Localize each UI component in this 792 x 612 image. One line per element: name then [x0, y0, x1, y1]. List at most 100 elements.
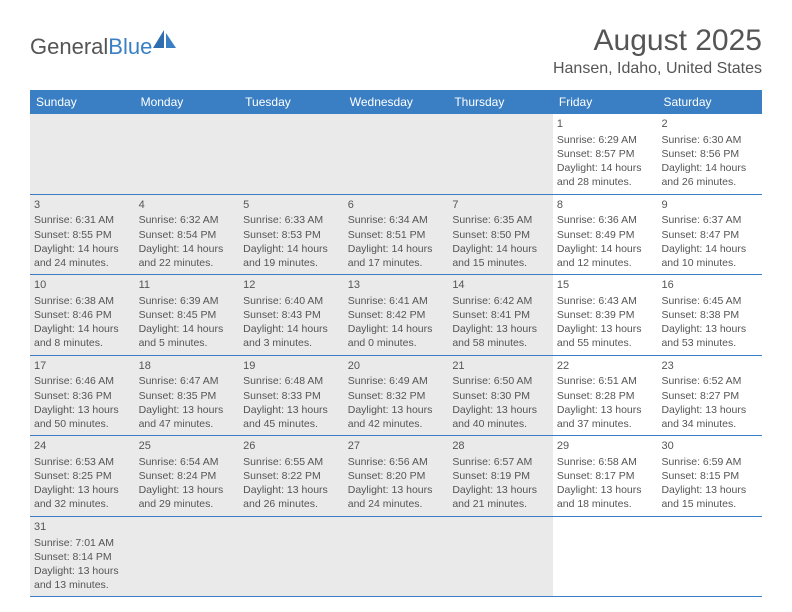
- daylight1-text: Daylight: 14 hours: [452, 242, 549, 256]
- daylight2-text: and 15 minutes.: [661, 497, 758, 511]
- day-number: 24: [34, 439, 131, 454]
- sunrise-text: Sunrise: 6:55 AM: [243, 455, 340, 469]
- daylight1-text: Daylight: 13 hours: [348, 483, 445, 497]
- sunrise-text: Sunrise: 6:43 AM: [557, 294, 654, 308]
- day-cell: [344, 517, 449, 597]
- sunset-text: Sunset: 8:53 PM: [243, 228, 340, 242]
- sunset-text: Sunset: 8:14 PM: [34, 550, 131, 564]
- day-number: 19: [243, 359, 340, 374]
- day-cell: [135, 517, 240, 597]
- sunset-text: Sunset: 8:41 PM: [452, 308, 549, 322]
- sunrise-text: Sunrise: 6:59 AM: [661, 455, 758, 469]
- day-header-cell: Wednesday: [344, 90, 449, 114]
- daylight1-text: Daylight: 14 hours: [34, 242, 131, 256]
- sunrise-text: Sunrise: 6:36 AM: [557, 213, 654, 227]
- daylight1-text: Daylight: 13 hours: [557, 403, 654, 417]
- daylight1-text: Daylight: 13 hours: [557, 322, 654, 336]
- daylight1-text: Daylight: 14 hours: [661, 242, 758, 256]
- day-number: 18: [139, 359, 236, 374]
- day-number: 22: [557, 359, 654, 374]
- sunset-text: Sunset: 8:24 PM: [139, 469, 236, 483]
- day-cell: 15Sunrise: 6:43 AMSunset: 8:39 PMDayligh…: [553, 275, 658, 355]
- day-cell: 4Sunrise: 6:32 AMSunset: 8:54 PMDaylight…: [135, 195, 240, 275]
- daylight1-text: Daylight: 14 hours: [348, 242, 445, 256]
- daylight1-text: Daylight: 13 hours: [34, 564, 131, 578]
- sunset-text: Sunset: 8:39 PM: [557, 308, 654, 322]
- sunrise-text: Sunrise: 6:39 AM: [139, 294, 236, 308]
- day-cell: [239, 517, 344, 597]
- daylight1-text: Daylight: 13 hours: [243, 403, 340, 417]
- daylight2-text: and 34 minutes.: [661, 417, 758, 431]
- daylight1-text: Daylight: 13 hours: [661, 403, 758, 417]
- sunset-text: Sunset: 8:28 PM: [557, 389, 654, 403]
- week-row: 31Sunrise: 7:01 AMSunset: 8:14 PMDayligh…: [30, 517, 762, 598]
- daylight1-text: Daylight: 13 hours: [139, 483, 236, 497]
- day-cell: 30Sunrise: 6:59 AMSunset: 8:15 PMDayligh…: [657, 436, 762, 516]
- day-number: 29: [557, 439, 654, 454]
- daylight2-text: and 24 minutes.: [34, 256, 131, 270]
- sunrise-text: Sunrise: 6:35 AM: [452, 213, 549, 227]
- weeks-container: 1Sunrise: 6:29 AMSunset: 8:57 PMDaylight…: [30, 114, 762, 597]
- day-number: 10: [34, 278, 131, 293]
- day-cell: 11Sunrise: 6:39 AMSunset: 8:45 PMDayligh…: [135, 275, 240, 355]
- day-cell: 28Sunrise: 6:57 AMSunset: 8:19 PMDayligh…: [448, 436, 553, 516]
- daylight2-text: and 18 minutes.: [557, 497, 654, 511]
- daylight2-text: and 0 minutes.: [348, 336, 445, 350]
- sunrise-text: Sunrise: 6:53 AM: [34, 455, 131, 469]
- daylight2-text: and 15 minutes.: [452, 256, 549, 270]
- daylight2-text: and 58 minutes.: [452, 336, 549, 350]
- daylight2-text: and 3 minutes.: [243, 336, 340, 350]
- day-cell: [553, 517, 658, 597]
- week-row: 24Sunrise: 6:53 AMSunset: 8:25 PMDayligh…: [30, 436, 762, 517]
- day-cell: 23Sunrise: 6:52 AMSunset: 8:27 PMDayligh…: [657, 356, 762, 436]
- sunset-text: Sunset: 8:15 PM: [661, 469, 758, 483]
- sunset-text: Sunset: 8:27 PM: [661, 389, 758, 403]
- sunrise-text: Sunrise: 6:56 AM: [348, 455, 445, 469]
- daylight1-text: Daylight: 14 hours: [348, 322, 445, 336]
- sunset-text: Sunset: 8:30 PM: [452, 389, 549, 403]
- day-cell: 31Sunrise: 7:01 AMSunset: 8:14 PMDayligh…: [30, 517, 135, 597]
- sunrise-text: Sunrise: 6:57 AM: [452, 455, 549, 469]
- day-cell: 12Sunrise: 6:40 AMSunset: 8:43 PMDayligh…: [239, 275, 344, 355]
- sunset-text: Sunset: 8:17 PM: [557, 469, 654, 483]
- sunset-text: Sunset: 8:42 PM: [348, 308, 445, 322]
- sunset-text: Sunset: 8:43 PM: [243, 308, 340, 322]
- day-cell: 8Sunrise: 6:36 AMSunset: 8:49 PMDaylight…: [553, 195, 658, 275]
- sunset-text: Sunset: 8:33 PM: [243, 389, 340, 403]
- day-cell: [344, 114, 449, 194]
- day-cell: 14Sunrise: 6:42 AMSunset: 8:41 PMDayligh…: [448, 275, 553, 355]
- sunrise-text: Sunrise: 7:01 AM: [34, 536, 131, 550]
- sunset-text: Sunset: 8:47 PM: [661, 228, 758, 242]
- day-header-cell: Tuesday: [239, 90, 344, 114]
- day-number: 14: [452, 278, 549, 293]
- daylight1-text: Daylight: 13 hours: [34, 483, 131, 497]
- day-header-cell: Monday: [135, 90, 240, 114]
- daylight1-text: Daylight: 13 hours: [661, 483, 758, 497]
- location-subtitle: Hansen, Idaho, United States: [553, 60, 762, 78]
- day-number: 16: [661, 278, 758, 293]
- day-number: 23: [661, 359, 758, 374]
- day-number: 11: [139, 278, 236, 293]
- week-row: 17Sunrise: 6:46 AMSunset: 8:36 PMDayligh…: [30, 356, 762, 437]
- logo-text-blue: Blue: [108, 34, 152, 60]
- sunrise-text: Sunrise: 6:38 AM: [34, 294, 131, 308]
- day-cell: 10Sunrise: 6:38 AMSunset: 8:46 PMDayligh…: [30, 275, 135, 355]
- day-header-cell: Saturday: [657, 90, 762, 114]
- day-cell: 3Sunrise: 6:31 AMSunset: 8:55 PMDaylight…: [30, 195, 135, 275]
- daylight2-text: and 55 minutes.: [557, 336, 654, 350]
- daylight1-text: Daylight: 13 hours: [452, 322, 549, 336]
- calendar: SundayMondayTuesdayWednesdayThursdayFrid…: [30, 90, 762, 597]
- day-cell: 26Sunrise: 6:55 AMSunset: 8:22 PMDayligh…: [239, 436, 344, 516]
- header: General Blue August 2025 Hansen, Idaho, …: [0, 0, 792, 86]
- daylight2-text: and 47 minutes.: [139, 417, 236, 431]
- sunrise-text: Sunrise: 6:34 AM: [348, 213, 445, 227]
- sunset-text: Sunset: 8:19 PM: [452, 469, 549, 483]
- daylight2-text: and 32 minutes.: [34, 497, 131, 511]
- day-number: 2: [661, 117, 758, 132]
- title-block: August 2025 Hansen, Idaho, United States: [553, 24, 762, 78]
- daylight2-text: and 5 minutes.: [139, 336, 236, 350]
- daylight1-text: Daylight: 13 hours: [34, 403, 131, 417]
- day-number: 6: [348, 198, 445, 213]
- week-row: 3Sunrise: 6:31 AMSunset: 8:55 PMDaylight…: [30, 195, 762, 276]
- daylight1-text: Daylight: 14 hours: [243, 242, 340, 256]
